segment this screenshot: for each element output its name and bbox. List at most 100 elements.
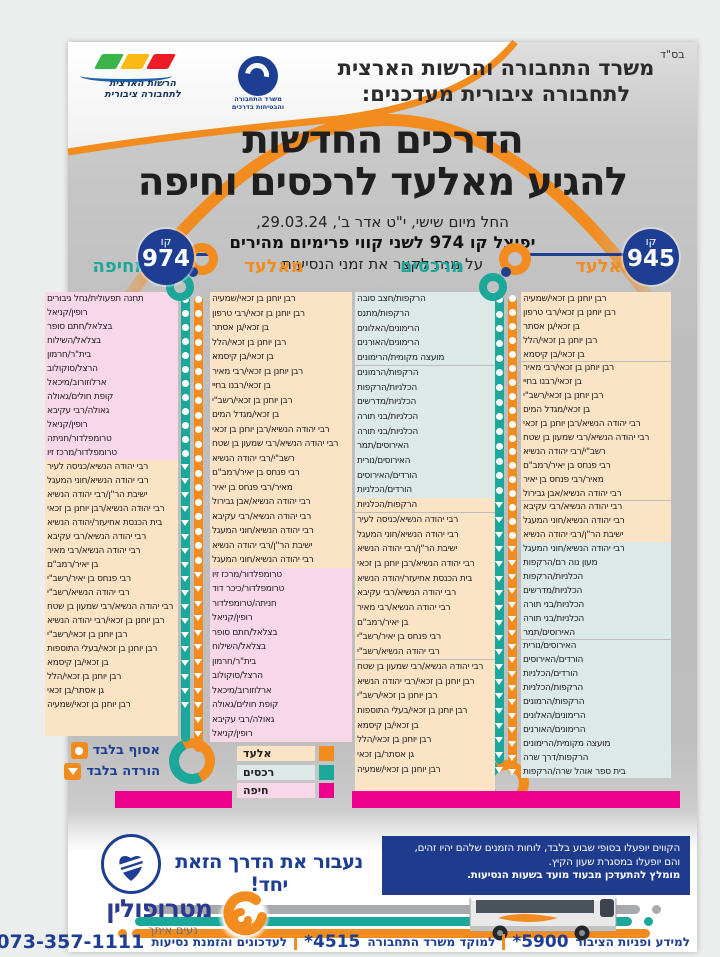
- stop-row: הרקפות/מתנס: [355, 306, 495, 322]
- route-line-974-haifa: [181, 296, 190, 742]
- pickup-marker-icon: [182, 351, 189, 359]
- pickup-marker-icon: [195, 542, 202, 550]
- dropoff-marker-icon: [508, 671, 516, 678]
- stop-row: רבן יוחנן בן זכאי/רבי מאיר: [521, 361, 671, 376]
- dropoff-marker-icon: [508, 685, 516, 692]
- brand-name: מטרופולין: [106, 894, 213, 923]
- stop-row: רבן יוחנן בן זכאי/רשב"י: [355, 688, 495, 704]
- dropoff-marker-icon: [181, 576, 189, 582]
- dropoff-marker-icon: [495, 575, 503, 582]
- stop-row: הכלניות/מדרשים: [355, 394, 495, 410]
- dropoff-marker-icon: [194, 658, 202, 665]
- pickup-marker-icon: [195, 484, 202, 492]
- pickup-marker-icon: [195, 382, 202, 390]
- dropoff-marker-icon: [508, 754, 516, 761]
- footer-contact-number: *5900: [512, 932, 569, 952]
- dropoff-marker-icon: [181, 590, 189, 596]
- dropoff-marker-icon: [495, 605, 503, 611]
- stop-row: בן זכאי/מגדל המים: [521, 403, 671, 418]
- stop-row: רבי יהודה הנשיא/רבי עקיבא: [521, 500, 671, 515]
- stop-row: האירוסים/תמר: [521, 625, 671, 640]
- authority-logo-icon: [80, 52, 205, 82]
- stop-row: רבי יהודה הנשיא/חוני המעגל: [521, 514, 671, 529]
- footer-divider: [294, 934, 298, 950]
- ministry-of-transport-logo: משרד התחבורה והבטיחות בדרכים: [212, 56, 304, 111]
- brand-stripe-grey: [148, 905, 640, 914]
- dropoff-marker-icon: [181, 506, 189, 512]
- brand-tagline: נעים איתך: [148, 923, 198, 937]
- stop-row: גן אסתר/בן זכאי: [45, 684, 178, 698]
- dropoff-marker-icon: [495, 766, 503, 773]
- stop-row: בן יאיר/רמב"ם: [355, 615, 495, 631]
- dropoff-marker-icon: [508, 615, 516, 622]
- pickup-marker-icon: [195, 397, 202, 405]
- pickup-marker-icon: [496, 310, 503, 318]
- stop-row: תחנה תפעולית/נחל גיבורים: [45, 292, 178, 306]
- stop-row: האירוסים/נורית: [521, 639, 671, 654]
- stop-row: רופין/קניאל: [45, 418, 178, 432]
- stop-row: הרקפות/הרמונים: [521, 695, 671, 709]
- stop-row: הכלניות/מדרשים: [521, 583, 671, 598]
- authority-logo-text2: לתחבורה ציבורית: [104, 89, 181, 100]
- stop-row: רבי יהודה הנשיא/רבי שמעון בן שטח: [210, 437, 352, 452]
- column-filler: [45, 712, 178, 736]
- header-line1: משרד התחבורה והרשות הארצית: [337, 56, 655, 80]
- pickup-marker-icon: [509, 462, 516, 470]
- stop-row: רבי יהודה הנשיא/רבי שמעון בן שטח: [355, 659, 495, 675]
- pickup-marker-icon: [509, 378, 516, 386]
- stop-row: רבן יוחנן בן זכאי/רבי מאיר: [210, 364, 352, 379]
- magenta-divider-bar-left: [115, 791, 232, 808]
- dropoff-marker-icon: [181, 674, 189, 680]
- pickup-marker-icon: [195, 440, 202, 448]
- marker-legend-row: הורדה בלבד: [50, 762, 160, 781]
- stop-row: רופין/קניאל: [45, 306, 178, 320]
- route-line-945-rechasim: [495, 296, 504, 764]
- dropoff-marker-icon: [495, 737, 503, 744]
- pickup-marker-icon: [509, 420, 516, 428]
- notice-line1: הקווים יופעלו בסופי שבוע בלבד, לוחות הזמ…: [414, 842, 681, 854]
- stop-row: טרומפלדור/חניתה: [45, 432, 178, 446]
- stop-row: הורדים/האירוסים: [355, 468, 495, 484]
- pickup-marker-icon: [496, 486, 503, 494]
- stop-row: רבן יוחנן בן זכאי/שמעיה: [355, 762, 495, 778]
- subtitle-split-info: יפוצל קו 974 לשני קווי פרימיום מהירים: [229, 233, 536, 252]
- dropoff-marker-icon: [495, 663, 503, 670]
- stop-row: מאיר/רבי פנחס בן יאיר: [210, 480, 352, 495]
- stop-row: הרימונים/האלונים: [521, 709, 671, 723]
- dropoff-marker-icon: [181, 464, 189, 470]
- pickup-marker-icon: [496, 457, 503, 465]
- subtitle-purpose: על מנת לקצר את זמני הנסיעות: [281, 255, 484, 273]
- pickup-marker-icon: [509, 504, 516, 511]
- stop-row: רבן יוחנן בן זכאי/שמעיה: [210, 292, 352, 307]
- stop-row: ישיבת הר"ן/רבי יהודה הנשיא: [521, 528, 671, 543]
- stop-row: ישיבת הר"ן/רבי יהודה הנשיא: [45, 488, 178, 502]
- stop-row: רבן יוחנן בן זכאי/רבי טרפון: [210, 306, 352, 321]
- pickup-marker-icon: [182, 393, 189, 401]
- stop-row: רופין/קניאל: [210, 727, 352, 742]
- pickup-marker-icon: [195, 513, 202, 521]
- stop-row: רבי יהודה הנשיא/רבי עקיבא: [355, 586, 495, 601]
- stop-row: בית"ר/חרמון: [45, 348, 178, 362]
- stop-row: בית ספר אוהל שרה/הרקפות: [521, 764, 671, 779]
- pickup-marker-icon: [182, 337, 189, 345]
- stop-row: רשב"י/רבי יהודה הנשיא: [521, 444, 671, 459]
- dropoff-marker-icon: [495, 722, 503, 729]
- dropoff-marker-icon: [194, 586, 202, 593]
- pickup-marker-icon: [195, 426, 202, 434]
- stop-row: הכלניות/בני תורה: [355, 409, 495, 425]
- stop-row: רבי יהודה הנשיא/רבן יוחנן בן זכאי: [521, 417, 671, 431]
- stop-row: רבי פנחס בן יאיר/רשב"י: [355, 630, 495, 645]
- pickup-marker-icon: [509, 531, 516, 539]
- dropoff-marker-icon: [508, 740, 516, 747]
- stop-row: רבן יוחנן בן זכאי/רשב"י: [521, 389, 671, 404]
- stop-row: גן אסתר/בן זכאי: [355, 747, 495, 763]
- transport-authority-logo: הרשות הארצית לתחבורה ציבורית: [80, 52, 205, 100]
- stop-row: רבי יהודה הנשיא/חוני המעגל: [355, 527, 495, 542]
- stop-row: רבי יהודה הנשיא/חוני המעגל: [210, 524, 352, 539]
- stop-row: קופת חולים/גאולה: [210, 698, 352, 713]
- dropoff-marker-icon: [495, 546, 503, 553]
- brand-stripe-orange-dot: [118, 929, 127, 938]
- stop-row: רבן יוחנן בן זכאי/הלל: [210, 335, 352, 350]
- dropoff-marker-icon: [181, 702, 189, 708]
- pickup-marker-icon: [182, 407, 189, 415]
